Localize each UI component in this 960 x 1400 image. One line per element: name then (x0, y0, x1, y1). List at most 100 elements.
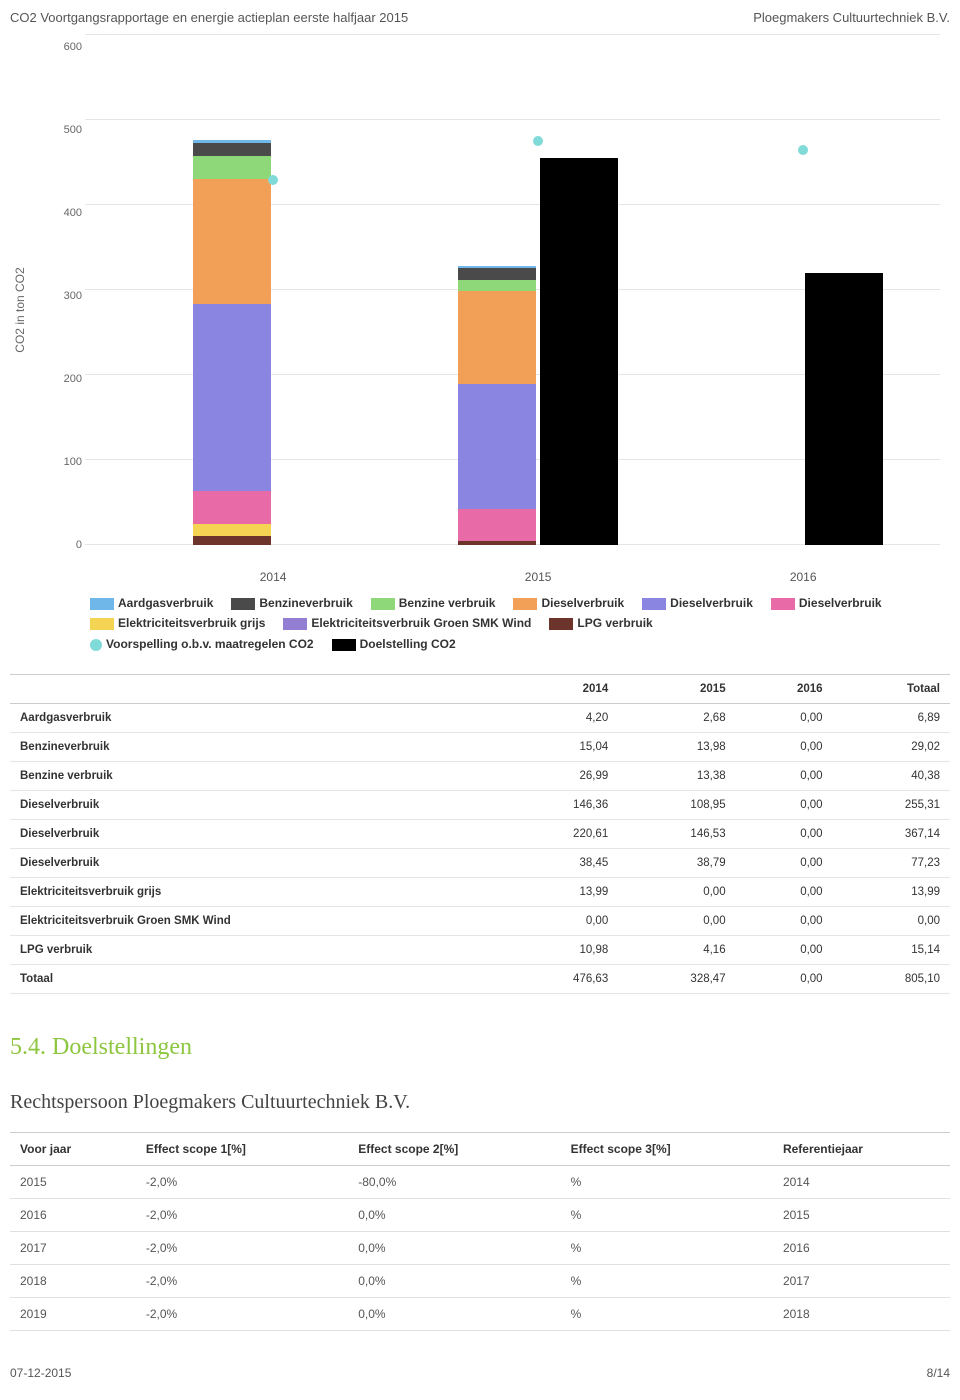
table-cell: -2,0% (136, 1265, 348, 1298)
stacked-bar-2015 (458, 266, 536, 545)
table-row: 2016-2,0%0,0%%2015 (10, 1199, 950, 1232)
table-cell: -2,0% (136, 1298, 348, 1331)
legend-item: Voorspelling o.b.v. maatregelen CO2 (90, 634, 314, 654)
y-tick: 200 (42, 373, 82, 385)
table-cell: 2019 (10, 1298, 136, 1331)
table-cell: 2016 (10, 1199, 136, 1232)
bar-seg-diesel2 (458, 384, 536, 509)
legend-item: Elektriciteitsverbruik Groen SMK Wind (283, 613, 531, 633)
table-cell: 29,02 (833, 733, 950, 762)
stacked-bar-2014 (193, 140, 271, 545)
table-cell: -2,0% (136, 1232, 348, 1265)
voorspelling-dot-2015 (533, 136, 543, 146)
table-cell: % (561, 1199, 773, 1232)
bar-seg-benzine1 (193, 143, 271, 156)
table-cell: 220,61 (501, 820, 618, 849)
legend-item: Doelstelling CO2 (332, 634, 456, 654)
table-cell: 805,10 (833, 965, 950, 994)
table-cell: 0,00 (618, 878, 735, 907)
bar-seg-diesel2 (193, 304, 271, 492)
table-cell: Dieselverbruik (10, 849, 501, 878)
y-tick: 500 (42, 124, 82, 136)
table-cell: Benzine verbruik (10, 762, 501, 791)
y-tick: 100 (42, 456, 82, 468)
table-row: Dieselverbruik38,4538,790,0077,23 (10, 849, 950, 878)
bar-seg-diesel1 (458, 291, 536, 384)
table-cell: 0,00 (736, 820, 833, 849)
table-cell: 2015 (773, 1199, 950, 1232)
table-cell: 255,31 (833, 791, 950, 820)
table-cell: 0,00 (736, 965, 833, 994)
table-row: Totaal476,63328,470,00805,10 (10, 965, 950, 994)
y-tick: 600 (42, 41, 82, 53)
table-cell: Elektriciteitsverbruik grijs (10, 878, 501, 907)
table-cell: 146,36 (501, 791, 618, 820)
table-cell: 0,00 (736, 907, 833, 936)
table-row: Elektriciteitsverbruik grijs13,990,000,0… (10, 878, 950, 907)
co2-data-table: 201420152016 Totaal Aardgasverbruik4,202,… (10, 674, 950, 994)
table-cell: 0,0% (348, 1265, 560, 1298)
bar-seg-lpg (458, 541, 536, 545)
header-left: CO2 Voortgangsrapportage en energie acti… (10, 10, 408, 25)
bar-seg-lpg (193, 536, 271, 545)
chart-legend: AardgasverbruikBenzineverbruikBenzine ve… (90, 593, 900, 654)
table-cell: 108,95 (618, 791, 735, 820)
table-header: Referentiejaar (773, 1133, 950, 1166)
table-cell: 0,00 (618, 907, 735, 936)
footer-page: 8/14 (927, 1366, 950, 1380)
table-row: 2015-2,0%-80,0%%2014 (10, 1166, 950, 1199)
table-cell: Benzineverbruik (10, 733, 501, 762)
table-cell: 0,00 (736, 849, 833, 878)
table-cell: LPG verbruik (10, 936, 501, 965)
y-tick: 400 (42, 207, 82, 219)
table-cell: 38,79 (618, 849, 735, 878)
table-cell: 2014 (773, 1166, 950, 1199)
table-row: Aardgasverbruik4,202,680,006,89 (10, 704, 950, 733)
table-cell: 2018 (773, 1298, 950, 1331)
table-cell: 2016 (773, 1232, 950, 1265)
table-header: 2014 (501, 675, 618, 704)
table-cell: 4,16 (618, 936, 735, 965)
table-cell: 15,14 (833, 936, 950, 965)
table-cell: % (561, 1265, 773, 1298)
table-row: LPG verbruik10,984,160,0015,14 (10, 936, 950, 965)
table-header: 2016 (736, 675, 833, 704)
table-cell: 146,53 (618, 820, 735, 849)
table-cell: Dieselverbruik (10, 820, 501, 849)
table-cell: 40,38 (833, 762, 950, 791)
table-cell: 0,0% (348, 1298, 560, 1331)
y-ticks: 0100200300400500600 (42, 35, 82, 545)
legend-item: Dieselverbruik (771, 593, 882, 613)
table-cell: Elektriciteitsverbruik Groen SMK Wind (10, 907, 501, 936)
table-cell: Totaal (10, 965, 501, 994)
table-cell: 2015 (10, 1166, 136, 1199)
table-cell: 0,00 (736, 791, 833, 820)
page-footer: 07-12-2015 8/14 (10, 1366, 950, 1380)
goals-table: Voor jaarEffect scope 1[%]Effect scope 2… (10, 1132, 950, 1331)
table-header: Effect scope 2[%] (348, 1133, 560, 1166)
table-row: Dieselverbruik146,36108,950,00255,31 (10, 791, 950, 820)
table-header: 2015 (618, 675, 735, 704)
bar-seg-diesel3 (458, 509, 536, 542)
legend-item: Benzine verbruik (371, 593, 496, 613)
table-cell: 476,63 (501, 965, 618, 994)
y-tick: 300 (42, 290, 82, 302)
table-cell: 38,45 (501, 849, 618, 878)
table-cell: 0,0% (348, 1232, 560, 1265)
table-row: 2019-2,0%0,0%%2018 (10, 1298, 950, 1331)
bar-seg-benzine1 (458, 268, 536, 280)
table-cell: 0,00 (736, 762, 833, 791)
table-cell: 26,99 (501, 762, 618, 791)
table-row: 2017-2,0%0,0%%2016 (10, 1232, 950, 1265)
table-cell: 77,23 (833, 849, 950, 878)
bar-seg-elekgrijs (193, 524, 271, 536)
table-cell: 0,00 (736, 936, 833, 965)
table-row: Elektriciteitsverbruik Groen SMK Wind 0,0… (10, 907, 950, 936)
section-heading: 5.4. Doelstellingen (10, 1034, 950, 1061)
table-header: Effect scope 3[%] (561, 1133, 773, 1166)
table-cell: 13,99 (501, 878, 618, 907)
table-cell: 0,00 (736, 878, 833, 907)
legend-item: LPG verbruik (549, 613, 652, 633)
legend-item: Elektriciteitsverbruik grijs (90, 613, 265, 633)
table-cell: 2017 (773, 1265, 950, 1298)
